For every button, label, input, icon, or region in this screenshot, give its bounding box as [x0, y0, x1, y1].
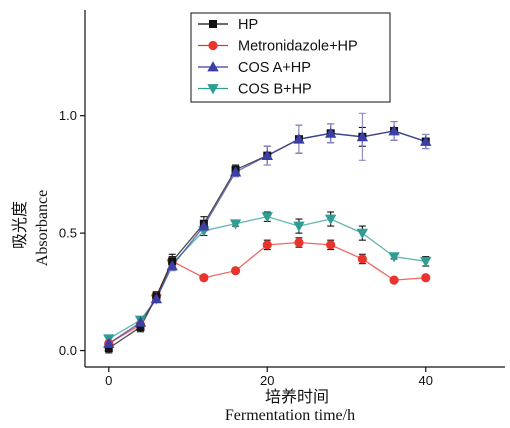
legend-label: COS A+HP: [238, 60, 311, 76]
x-tick-label: 0: [105, 373, 112, 388]
data-point-cos-a-hp: [356, 131, 369, 142]
data-point-cos-a-hp: [198, 220, 210, 231]
x-tick-label: 40: [419, 373, 433, 388]
data-point-cos-b-hp: [324, 214, 337, 225]
data-point-cos-b-hp: [356, 228, 369, 239]
legend-label: COS B+HP: [238, 82, 312, 98]
data-point-cos-a-hp: [150, 293, 163, 304]
y-axis-title-en: Absorbance: [34, 190, 51, 266]
data-point-cos-b-hp: [261, 212, 273, 223]
y-tick-label: 0.0: [59, 343, 77, 358]
data-point-cos-a-hp: [388, 125, 400, 136]
legend-entry-cos-b-hp: COS B+HP: [198, 82, 312, 98]
data-point-cos-b-hp: [293, 221, 305, 232]
y-axis-title-zh: 吸光度: [10, 201, 29, 249]
legend-marker: [207, 61, 219, 72]
legend-marker: [208, 19, 217, 28]
data-point-metronidazole-hp: [199, 273, 209, 283]
chart-axes: 0.0 0.5 1.0 0 20 40: [59, 10, 505, 388]
chart-legend: HP Metronidazole+HP COS A+HP COS B+HP: [190, 12, 391, 103]
legend-entry-hp: HP: [198, 17, 258, 33]
legend-marker: [207, 84, 219, 95]
data-point-cos-b-hp: [229, 219, 242, 230]
data-point-cos-a-hp: [293, 133, 305, 144]
data-point-metronidazole-hp: [389, 275, 399, 285]
data-points: [103, 125, 432, 353]
data-point-metronidazole-hp: [326, 240, 336, 250]
legend-entry-metronidazole-hp: Metronidazole+HP: [198, 39, 358, 55]
x-tick-label: 20: [260, 373, 274, 388]
legend-box: [190, 12, 391, 103]
data-point-cos-b-hp: [420, 256, 432, 268]
data-point-cos-a-hp: [103, 337, 115, 348]
data-point-metronidazole-hp: [262, 240, 272, 250]
data-point-metronidazole-hp: [357, 254, 367, 264]
data-point-cos-a-hp: [420, 135, 432, 146]
data-point-cos-a-hp: [134, 316, 147, 327]
data-point-metronidazole-hp: [230, 266, 241, 276]
x-axis-title-en: Fermentation time/h: [225, 407, 355, 424]
legend-label: Metronidazole+HP: [238, 39, 358, 55]
data-point-cos-a-hp: [166, 260, 178, 271]
y-tick-label: 0.5: [59, 226, 77, 241]
data-point-metronidazole-hp: [421, 273, 431, 283]
data-point-cos-b-hp: [388, 252, 400, 263]
data-point-cos-a-hp: [324, 127, 337, 138]
data-point-cos-a-hp: [261, 149, 273, 161]
legend-label: HP: [238, 17, 258, 33]
error-bars: [105, 112, 430, 354]
data-point-cos-a-hp: [229, 166, 242, 177]
x-axis-title-zh: 培养时间: [265, 387, 329, 406]
legend-marker: [208, 40, 218, 51]
series-line-cos-b-hp: [108, 216, 426, 340]
data-point-metronidazole-hp: [294, 237, 304, 248]
legend-entry-cos-a-hp: COS A+HP: [198, 60, 311, 76]
y-tick-label: 1.0: [59, 108, 77, 123]
